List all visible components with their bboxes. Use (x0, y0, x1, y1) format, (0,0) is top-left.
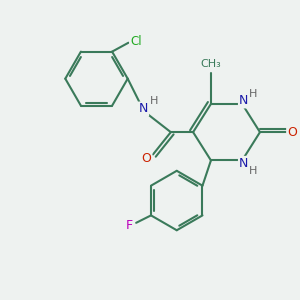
Text: N: N (239, 157, 248, 170)
Text: N: N (239, 94, 248, 107)
Text: Cl: Cl (130, 35, 142, 48)
Text: H: H (249, 88, 258, 98)
Text: H: H (249, 166, 258, 176)
Text: O: O (142, 152, 152, 164)
Text: CH₃: CH₃ (201, 59, 221, 69)
Text: O: O (287, 126, 297, 139)
Text: H: H (149, 96, 158, 106)
Text: N: N (139, 103, 148, 116)
Text: F: F (126, 219, 133, 232)
